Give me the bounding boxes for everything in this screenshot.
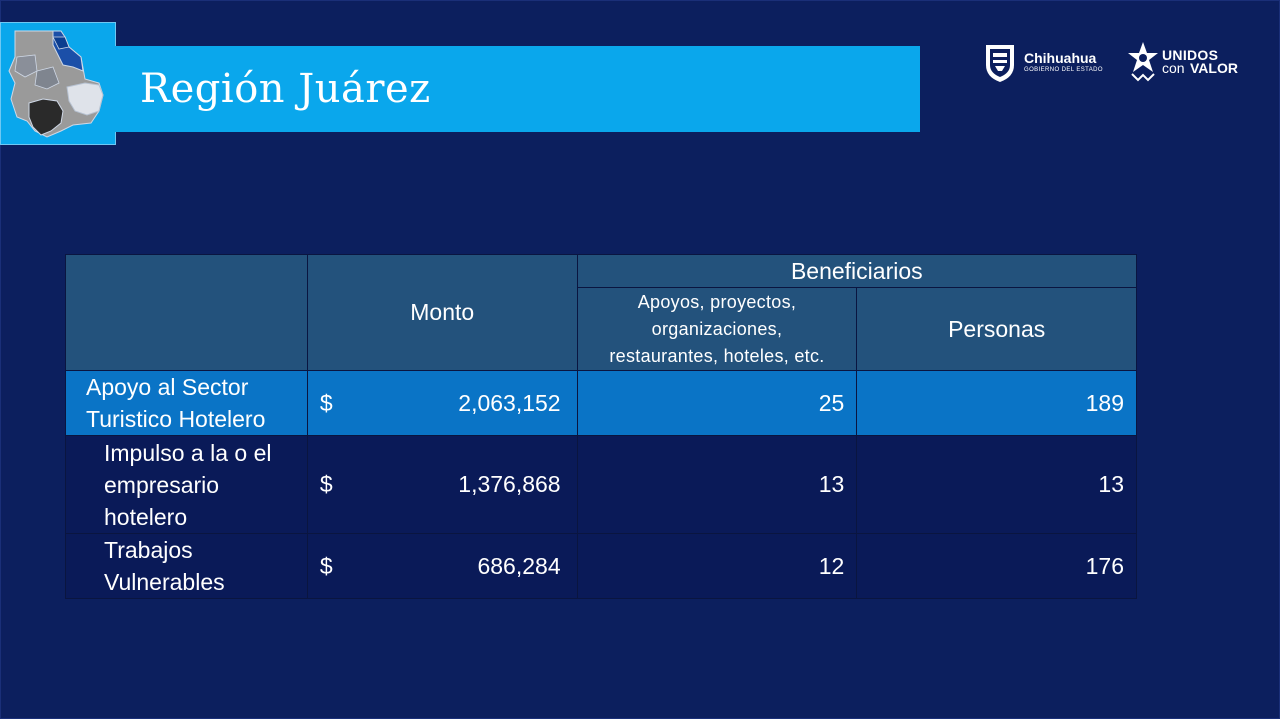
row-label: Apoyo al Sector Turistico Hotelero [65, 370, 308, 436]
row-label: Trabajos Vulnerables [65, 533, 308, 599]
chihuahua-logo: Chihuahua GOBIERNO DEL ESTADO [982, 41, 1112, 85]
unidos-logo-line1: UNIDOS [1162, 47, 1219, 63]
unidos-con-valor-logo: UNIDOS con VALOR [1126, 40, 1256, 86]
header-apoyos-line: restaurantes, hoteles, etc. [609, 345, 825, 366]
row-label-line: Impulso a la o el [104, 439, 272, 466]
monto-value: 1,376,868 [458, 471, 561, 497]
monto-value: 686,284 [477, 552, 561, 579]
row-personas: 13 [856, 435, 1137, 534]
row-personas: 176 [856, 533, 1137, 599]
unidos-logo-valor: VALOR [1190, 60, 1238, 76]
row-label-line: Apoyo al Sector [86, 374, 249, 400]
table-row: Apoyo al Sector Turistico Hotelero $ 2,0… [65, 370, 1137, 436]
beneficiarios-table: Monto Beneficiarios Apoyos, proyectos, o… [65, 254, 1138, 599]
unidos-logo-con: con [1162, 60, 1185, 76]
row-apoyos: 25 [576, 370, 858, 436]
header-apoyos: Apoyos, proyectos, organizaciones, resta… [576, 287, 858, 371]
star-emblem-icon [1128, 42, 1158, 82]
table-header-row: Monto Beneficiarios [65, 254, 1138, 371]
row-label-line: hotelero [104, 503, 188, 530]
header-monto: Monto [306, 254, 578, 371]
row-label-line: Turistico Hotelero [86, 406, 266, 432]
row-label: Impulso a la o el empresario hotelero [65, 435, 308, 534]
row-label-line: Vulnerables [104, 569, 225, 595]
row-personas: 189 [856, 370, 1137, 436]
chihuahua-map-icon [8, 30, 104, 138]
header-blank-cell [65, 254, 308, 371]
shield-icon [986, 45, 1014, 82]
currency-symbol: $ [319, 552, 333, 579]
row-apoyos: 13 [576, 435, 858, 534]
header-beneficiarios: Beneficiarios [576, 254, 1138, 288]
monto-value: 2,063,152 [458, 389, 561, 416]
row-apoyos: 12 [576, 533, 858, 599]
header-apoyos-line: Apoyos, proyectos, [637, 291, 797, 312]
header-apoyos-line: organizaciones, [651, 318, 783, 339]
page-title: Región Juárez [140, 66, 431, 112]
row-monto: $ 1,376,868 [306, 435, 578, 534]
header-personas: Personas [856, 287, 1137, 371]
row-label-line: Trabajos [104, 537, 193, 563]
table-row: Impulso a la o el empresario hotelero $ … [65, 435, 1137, 534]
row-monto: $ 2,063,152 [306, 370, 578, 436]
table-row: Trabajos Vulnerables $ 686,284 12 176 [65, 533, 1137, 599]
row-label-line: empresario [104, 471, 220, 498]
row-monto: $ 686,284 [306, 533, 578, 599]
chihuahua-logo-name: Chihuahua [1024, 50, 1097, 66]
currency-symbol: $ [319, 389, 333, 416]
region-map [0, 22, 116, 145]
chihuahua-logo-subtitle: GOBIERNO DEL ESTADO [1024, 67, 1103, 73]
currency-symbol: $ [319, 471, 333, 497]
title-bar [112, 46, 920, 132]
